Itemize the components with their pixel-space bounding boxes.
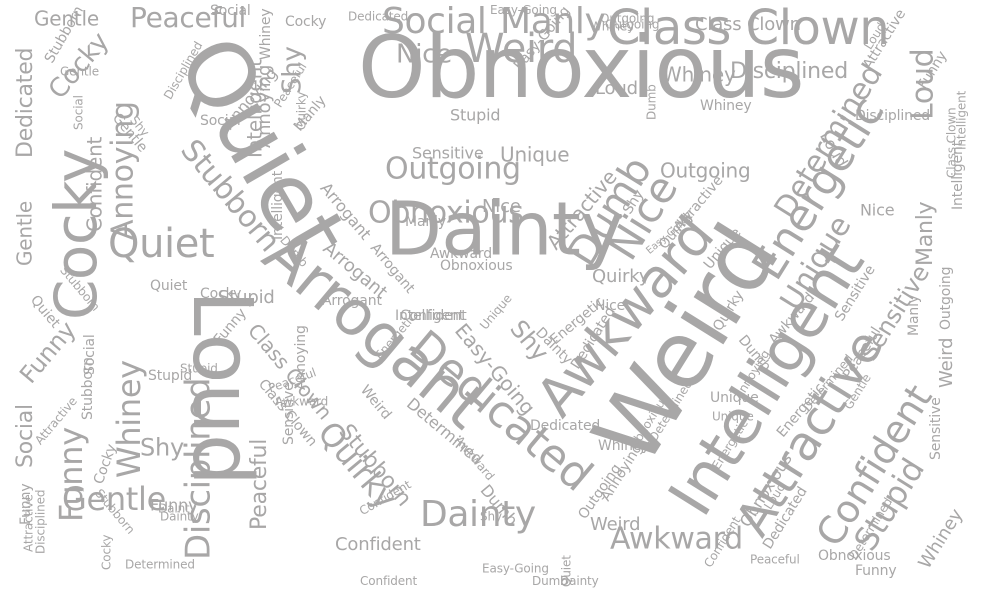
word-confident: Confident bbox=[400, 308, 467, 325]
word-shy: Shy bbox=[140, 433, 184, 462]
word-quiet: Quiet bbox=[108, 220, 215, 267]
word-whiney: Whiney bbox=[914, 505, 968, 573]
word-obnoxious: Obnoxious bbox=[358, 17, 805, 118]
word-dumb: Dumb bbox=[532, 574, 568, 588]
word-funny: Funny bbox=[52, 427, 91, 522]
word-loud: Loud bbox=[595, 77, 638, 99]
word-dainty: Dainty bbox=[160, 509, 199, 524]
word-disciplined: Disciplined bbox=[178, 377, 219, 560]
word-shy: Shy bbox=[480, 509, 502, 524]
word-peaceful: Peaceful bbox=[246, 438, 272, 530]
word-unique: Unique bbox=[500, 142, 570, 167]
word-peaceful: Peaceful bbox=[130, 0, 247, 34]
word-social: Social bbox=[82, 334, 99, 375]
word-whiney: Whiney bbox=[662, 62, 736, 87]
word-manly: Manly bbox=[912, 201, 938, 266]
word-weird: Weird bbox=[465, 25, 578, 72]
word-confident: Confident bbox=[335, 533, 421, 555]
word-gentle: Gentle bbox=[12, 201, 37, 266]
word-intelligent: Intelligent bbox=[395, 308, 465, 325]
word-confident: Confident bbox=[360, 574, 418, 588]
word-determined: Determined bbox=[125, 557, 195, 572]
word-nice: Nice bbox=[860, 200, 895, 220]
word-unique: Unique bbox=[710, 390, 759, 407]
word-awkward: Awkward bbox=[452, 433, 498, 484]
word-obnoxious: Obnoxious bbox=[818, 548, 891, 565]
word-weird: Weird bbox=[590, 513, 641, 535]
word-nice: Nice bbox=[396, 39, 452, 70]
word-social: Social bbox=[200, 113, 241, 130]
word-dedicated: Dedicated bbox=[348, 9, 409, 24]
word-confident: Confident bbox=[82, 136, 107, 232]
word-stupid: Stupid bbox=[450, 105, 501, 125]
word-funny: Funny bbox=[150, 495, 198, 515]
word-manly: Manly bbox=[500, 1, 606, 42]
word-sensitive: Sensitive bbox=[928, 397, 945, 460]
word-arrogant: Arrogant bbox=[322, 293, 382, 310]
word-whiney: Whiney bbox=[590, 19, 635, 34]
word-outgoing: Outgoing bbox=[385, 151, 521, 187]
word-dumb: Dumb bbox=[644, 84, 659, 120]
word-social: Social bbox=[382, 1, 487, 42]
word-nice: Nice bbox=[482, 195, 521, 217]
word-awkward: Awkward bbox=[430, 246, 493, 263]
word-stupid: Stupid bbox=[148, 368, 193, 385]
word-disciplined: Disciplined bbox=[33, 489, 48, 554]
word-dedicated: Dedicated bbox=[530, 418, 601, 435]
word-disciplined: Disciplined bbox=[730, 58, 848, 84]
word-obnoxious: Obnoxious bbox=[440, 258, 513, 275]
word-manly: Manly bbox=[906, 294, 923, 336]
word-quirky: Quirky bbox=[294, 91, 309, 130]
word-cocky: Cocky bbox=[285, 14, 327, 31]
word-annoying: Annoying bbox=[293, 325, 310, 390]
word-attractive: Attractive bbox=[21, 494, 36, 552]
word-whiney: Whiney bbox=[258, 8, 275, 60]
word-gentle: Gentle bbox=[34, 6, 99, 31]
word-awkward: Awkward bbox=[275, 394, 329, 409]
word-easy-going: Easy-Going bbox=[490, 3, 557, 17]
word-outgoing: Outgoing bbox=[605, 17, 660, 32]
word-nice: Nice bbox=[595, 298, 626, 315]
word-easy-going: Easy-Going bbox=[482, 561, 549, 576]
word-sensitive: Sensitive bbox=[412, 143, 484, 163]
word-class-clown: Class Clown bbox=[607, 0, 890, 56]
word-whiney: Whiney bbox=[598, 438, 650, 455]
word-dainty: Dainty bbox=[158, 501, 197, 516]
word-dainty: Dainty bbox=[560, 574, 599, 588]
word-social: Social bbox=[210, 2, 251, 19]
word-obnoxious: Obnoxious bbox=[368, 195, 524, 231]
word-quirky: Quirky bbox=[592, 265, 650, 287]
word-disciplined: Disciplined bbox=[855, 108, 931, 125]
word-outgoing: Outgoing bbox=[600, 11, 655, 26]
word-whiney: Whiney bbox=[700, 98, 752, 115]
word-unique: Unique bbox=[477, 291, 515, 333]
word-class-clown: Class Clown bbox=[695, 13, 801, 35]
word-gentle: Gentle bbox=[62, 480, 166, 519]
word-peaceful: Peaceful bbox=[750, 552, 800, 567]
word-manly: Manly bbox=[405, 214, 447, 231]
word-stupid: Stupid bbox=[180, 361, 218, 376]
word-social: Social bbox=[71, 95, 86, 130]
word-stupid: Stupid bbox=[218, 286, 275, 308]
word-cocky: Cocky bbox=[99, 534, 114, 570]
word-dedicated: Dedicated bbox=[12, 47, 38, 158]
word-dainty: Dainty bbox=[385, 186, 624, 273]
word-intelligent: Intelligent bbox=[270, 170, 287, 240]
word-outgoing: Outgoing bbox=[938, 266, 955, 330]
word-weird: Weird bbox=[935, 337, 957, 388]
word-quiet: Quiet bbox=[150, 278, 188, 295]
word-funny: Funny bbox=[855, 563, 897, 580]
word-dainty: Dainty bbox=[420, 493, 536, 535]
word-cocky: Cocky bbox=[200, 286, 242, 303]
word-gentle: Gentle bbox=[60, 64, 99, 79]
word-unique: Unique bbox=[712, 409, 754, 424]
word-outgoing: Outgoing bbox=[660, 158, 751, 183]
word-awkward: Awkward bbox=[610, 521, 743, 557]
word-intelligent: Intelligent bbox=[954, 90, 969, 150]
